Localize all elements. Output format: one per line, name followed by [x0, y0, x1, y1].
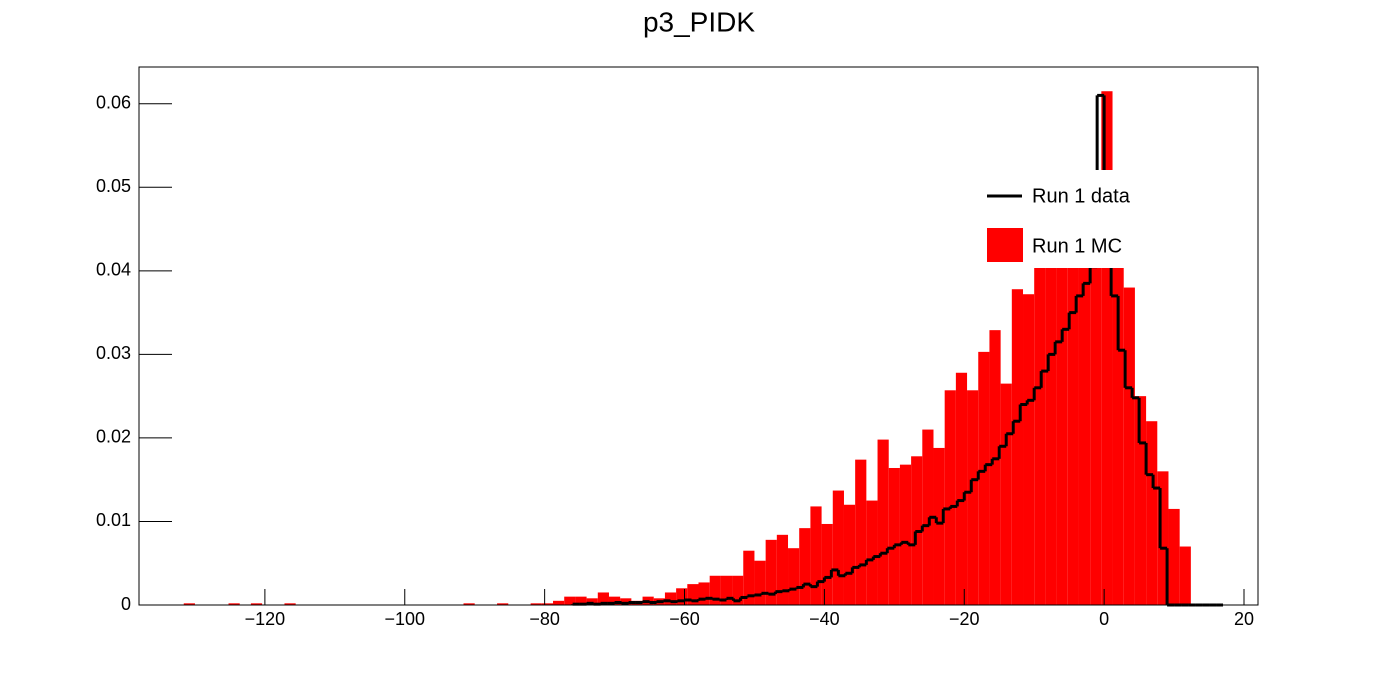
y-tick-label: 0	[121, 594, 131, 614]
histogram-bar	[899, 464, 912, 605]
histogram-bar	[720, 575, 733, 605]
histogram-bar	[553, 600, 565, 605]
histogram-bar	[877, 439, 889, 605]
plot-frame	[138, 66, 1259, 606]
histogram-bar	[866, 500, 878, 605]
histogram-bar	[1011, 289, 1024, 605]
histogram-bar	[564, 596, 576, 605]
legend-label: Run 1 data	[1032, 185, 1131, 207]
histogram-bar	[1056, 245, 1068, 605]
histogram-bar	[978, 351, 990, 605]
y-tick-label: 0.06	[96, 93, 131, 113]
x-tick-label: −40	[809, 609, 840, 629]
histogram-bar	[1134, 396, 1147, 605]
histogram-bar	[1023, 294, 1035, 605]
y-tick-label: 0.03	[96, 343, 131, 363]
histogram-bar	[687, 584, 699, 605]
histogram-bar	[1078, 224, 1091, 606]
x-tick-label: 0	[1099, 609, 1109, 629]
histogram-bar	[788, 548, 800, 605]
histogram-bar	[664, 592, 677, 605]
y-tick-label: 0.04	[96, 260, 131, 280]
histogram-bar	[955, 372, 968, 605]
histogram-bar	[1146, 421, 1158, 605]
histogram-bar	[1179, 546, 1191, 605]
x-tick-label: −20	[949, 609, 980, 629]
histogram-bar	[933, 447, 945, 605]
histogram-bar	[541, 603, 554, 605]
histogram-bar	[183, 603, 195, 605]
x-tick-label: −80	[529, 609, 560, 629]
histogram-bar	[698, 582, 710, 605]
histogram-bar	[888, 467, 900, 605]
histogram-bar	[1168, 508, 1180, 605]
histogram-bar	[776, 534, 789, 605]
histogram-bar	[754, 560, 766, 605]
histogram-bar	[597, 592, 609, 605]
histogram-bar	[810, 506, 822, 605]
histogram-bar	[676, 588, 688, 605]
x-tick-label: −60	[669, 609, 700, 629]
histogram-bar	[799, 528, 811, 605]
x-tick-label: −100	[384, 609, 425, 629]
histogram-bar	[250, 603, 263, 605]
histogram-bar	[1101, 91, 1113, 606]
legend-swatch	[987, 228, 1023, 262]
histogram-bar	[732, 575, 744, 605]
histogram-bar	[821, 523, 833, 605]
x-tick-label: 20	[1234, 609, 1254, 629]
histogram-bar	[1034, 266, 1046, 605]
histogram-bar	[1067, 237, 1079, 605]
histogram-bar	[1090, 208, 1102, 605]
y-tick-label: 0.02	[96, 427, 131, 447]
histogram-bar	[228, 603, 240, 605]
legend-label: Run 1 MC	[1032, 235, 1122, 257]
histogram-bar	[709, 575, 721, 605]
histogram-bar	[843, 504, 856, 605]
chart-title: p3_PIDK	[643, 6, 755, 37]
histogram-bar	[497, 603, 509, 605]
histogram-bar	[463, 603, 475, 605]
histogram-bar	[967, 390, 979, 605]
y-tick-label: 0.05	[96, 176, 131, 196]
histogram-bar	[284, 603, 296, 605]
histogram-bar	[1112, 241, 1124, 606]
histogram-bar	[944, 390, 956, 605]
histogram-bar	[1045, 254, 1057, 605]
histogram-bar	[765, 539, 777, 605]
histogram-bar	[832, 490, 844, 605]
histogram-bar	[1000, 383, 1012, 605]
histogram-bar	[989, 330, 1001, 605]
histogram-bar	[620, 598, 632, 605]
histogram-bar	[575, 596, 587, 605]
histogram-bar	[530, 603, 542, 605]
y-tick-label: 0.01	[96, 510, 131, 530]
histogram-bar	[743, 550, 755, 605]
histogram-bar	[608, 596, 621, 605]
x-tick-label: −120	[245, 609, 286, 629]
histogram-bar	[1157, 471, 1169, 605]
histogram-bar	[586, 598, 598, 605]
histogram-bar	[855, 459, 867, 605]
histogram-bar	[1123, 287, 1135, 605]
